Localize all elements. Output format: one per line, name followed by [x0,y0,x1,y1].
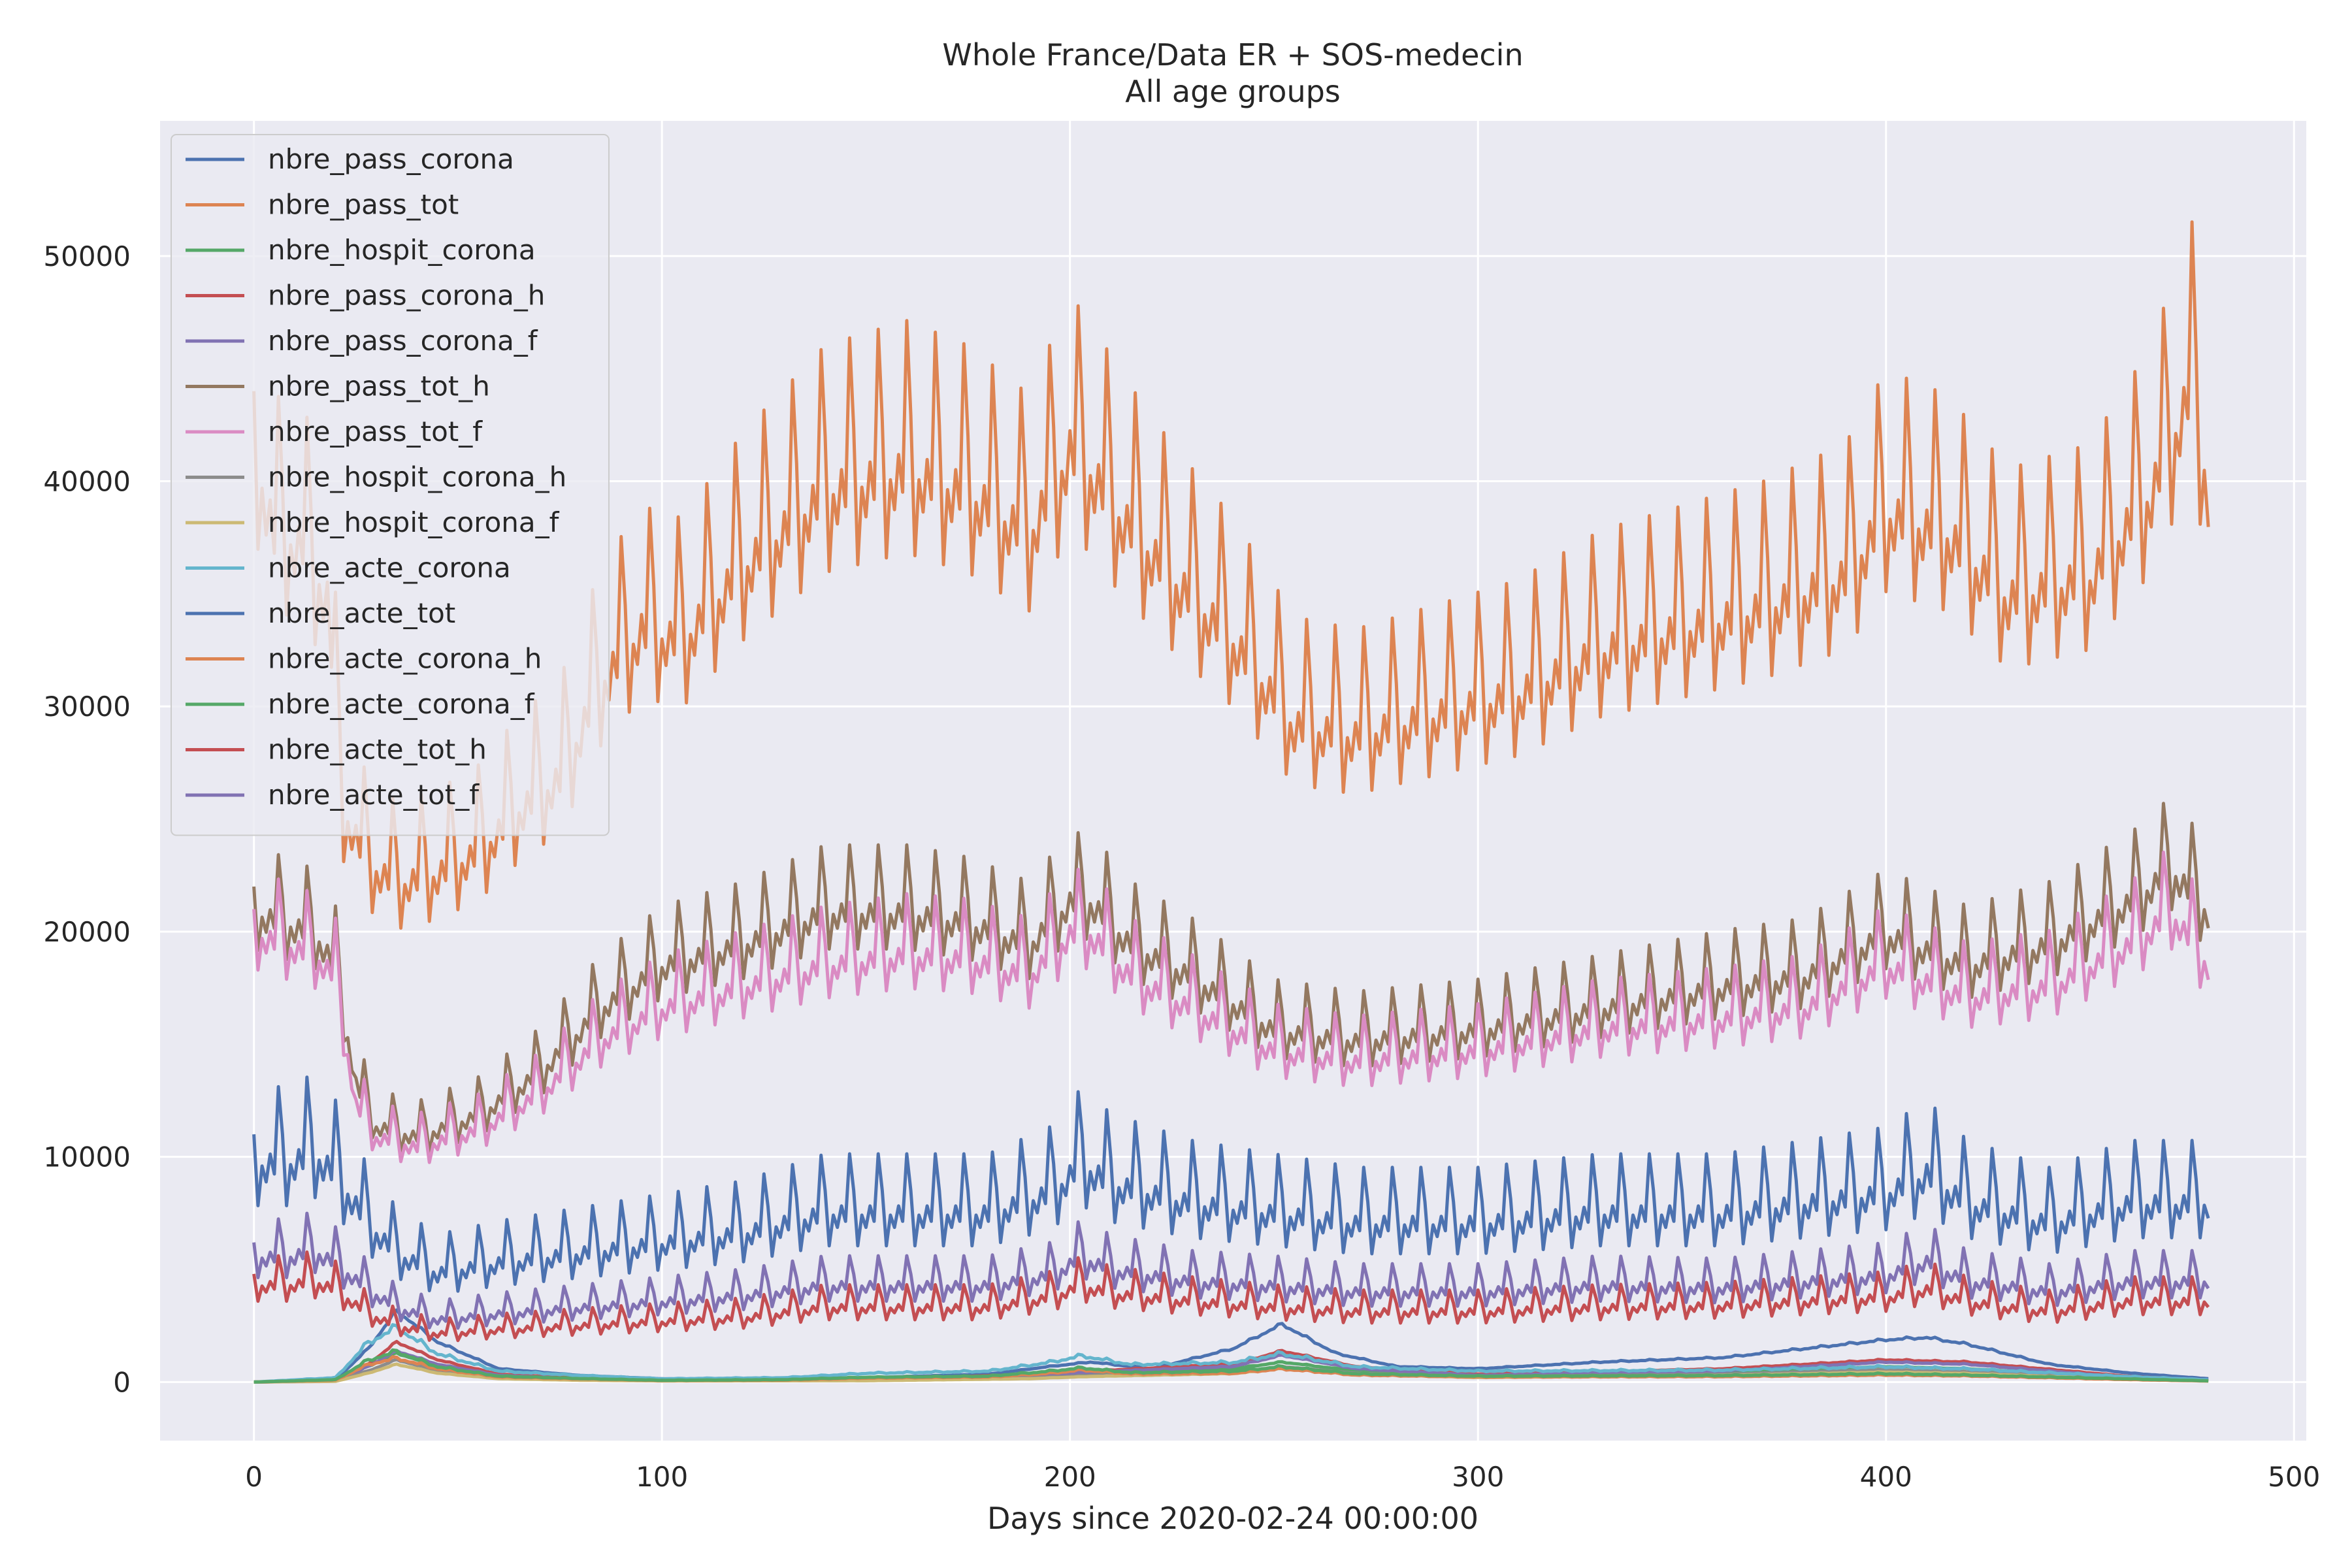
series-lines [252,220,2210,1384]
x-axis-label: Days since 2020-02-24 00:00:00 [987,1501,1478,1536]
legend-label: nbre_pass_tot_h [268,370,490,402]
x-tick-label: 400 [1860,1461,1912,1493]
legend-label: nbre_hospit_corona [268,234,536,266]
x-axis: 0 100 200 300 400 500 [245,1461,2320,1493]
y-tick-label: 30000 [43,691,131,723]
series-line-nbre_acte_corona_f [253,1348,2209,1384]
x-tick-label: 300 [1452,1461,1504,1493]
legend-label: nbre_acte_corona_h [268,643,542,675]
legend-label: nbre_hospit_corona_f [268,506,560,538]
legend-label: nbre_pass_corona_f [268,325,538,357]
legend-label: nbre_hospit_corona_h [268,461,566,493]
legend-label: nbre_pass_tot [268,189,459,221]
legend-label: nbre_pass_corona_h [268,280,545,312]
legend-label: nbre_pass_tot_f [268,416,483,448]
chart-title: Whole France/Data ER + SOS-medecin [942,37,1523,73]
legend: nbre_pass_corona nbre_pass_tot nbre_hospit… [171,134,610,836]
x-tick-label: 100 [636,1461,688,1493]
y-tick-label: 0 [113,1366,131,1398]
series-line-nbre_pass_tot_f [252,851,2210,1164]
y-tick-label: 20000 [43,916,131,948]
legend-label: nbre_acte_tot_h [268,734,487,766]
chart-subtitle: All age groups [1125,74,1341,109]
series-line-nbre_acte_tot_f [252,1211,2210,1330]
series-line-nbre_acte_tot [252,1075,2210,1293]
legend-box [171,134,610,836]
series-line-nbre_pass_tot_h [252,802,2210,1154]
legend-label: nbre_acte_tot [268,597,455,629]
y-tick-label: 40000 [43,466,131,498]
legend-label: nbre_acte_corona [268,552,511,584]
legend-label: nbre_acte_corona_f [268,688,535,720]
y-tick-label: 10000 [43,1141,131,1173]
y-tick-label: 50000 [43,240,131,272]
legend-label: nbre_acte_tot_f [268,779,480,811]
x-tick-label: 200 [1044,1461,1096,1493]
y-axis: 0 10000 20000 30000 40000 50000 [43,240,131,1399]
grid [160,121,2306,1441]
x-tick-label: 500 [2268,1461,2320,1493]
series-line-nbre_acte_tot_h [252,1250,2210,1343]
legend-label: nbre_pass_corona [268,143,514,175]
x-tick-label: 0 [245,1461,263,1493]
series-line-nbre_acte_corona [253,1323,2209,1384]
